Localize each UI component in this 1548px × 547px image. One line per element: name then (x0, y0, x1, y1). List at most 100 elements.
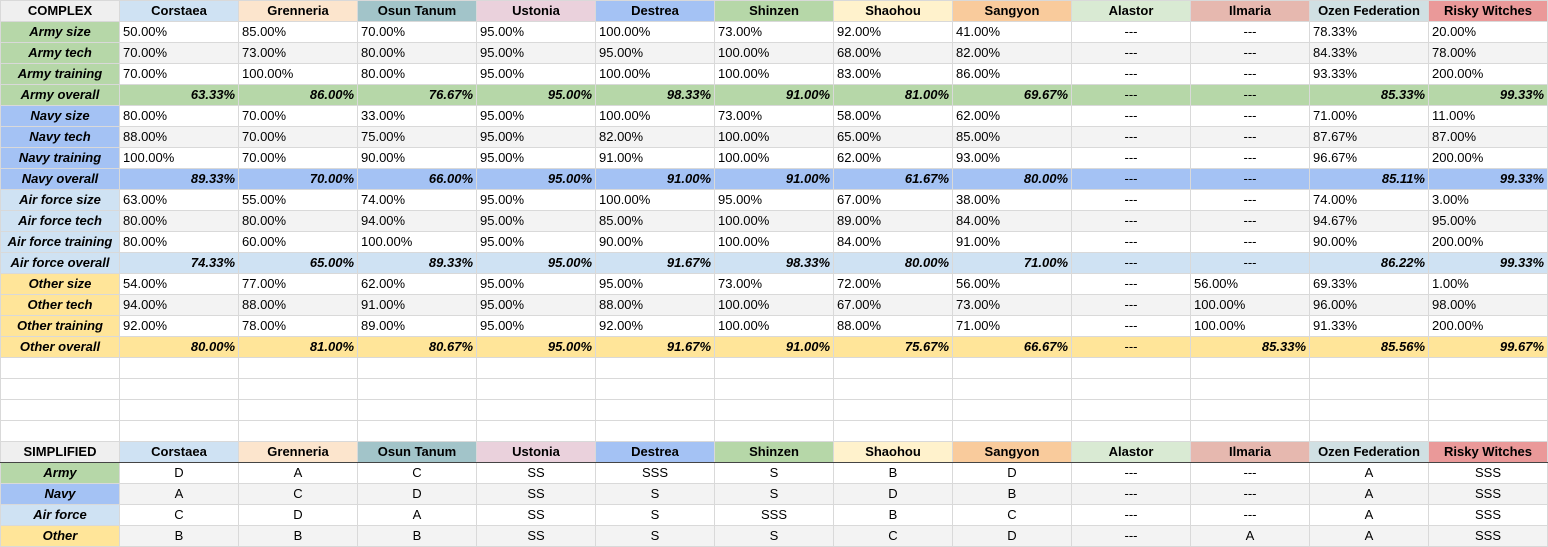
value-cell[interactable]: 84.00% (833, 231, 953, 253)
value-cell[interactable]: 1.00% (1428, 273, 1548, 295)
value-cell[interactable]: 95.00% (476, 147, 596, 169)
nation-header-0[interactable]: Corstaea (119, 441, 239, 463)
value-cell[interactable]: 73.00% (714, 273, 834, 295)
empty-cell[interactable] (1190, 399, 1310, 421)
empty-cell[interactable] (595, 378, 715, 400)
value-cell[interactable]: 3.00% (1428, 189, 1548, 211)
overall-cell[interactable]: 85.33% (1309, 84, 1429, 106)
value-cell[interactable]: 70.00% (119, 42, 239, 64)
grade-cell[interactable]: B (119, 525, 239, 547)
grade-cell[interactable]: D (952, 462, 1072, 484)
nation-header-4[interactable]: Destrea (595, 0, 715, 22)
empty-cell[interactable] (0, 399, 120, 421)
value-cell[interactable]: 100.00% (714, 147, 834, 169)
value-cell[interactable]: 100.00% (714, 63, 834, 85)
grade-cell[interactable]: A (357, 504, 477, 526)
overall-cell[interactable]: 70.00% (238, 168, 358, 190)
value-cell[interactable]: 73.00% (714, 105, 834, 127)
value-cell[interactable]: 70.00% (357, 21, 477, 43)
nation-header-1[interactable]: Grenneria (238, 441, 358, 463)
overall-cell[interactable]: 76.67% (357, 84, 477, 106)
overall-cell[interactable]: 80.00% (119, 336, 239, 358)
overall-cell[interactable]: --- (1071, 336, 1191, 358)
value-cell[interactable]: 96.00% (1309, 294, 1429, 316)
overall-cell[interactable]: 81.00% (833, 84, 953, 106)
empty-cell[interactable] (238, 399, 358, 421)
empty-cell[interactable] (1190, 357, 1310, 379)
nation-header-5[interactable]: Shinzen (714, 0, 834, 22)
empty-cell[interactable] (714, 420, 834, 442)
value-cell[interactable]: 70.00% (238, 126, 358, 148)
nation-header-6[interactable]: Shaohou (833, 441, 953, 463)
value-cell[interactable]: 200.00% (1428, 315, 1548, 337)
grade-cell[interactable]: D (833, 483, 953, 505)
empty-cell[interactable] (595, 399, 715, 421)
value-cell[interactable]: --- (1071, 189, 1191, 211)
value-cell[interactable]: 200.00% (1428, 147, 1548, 169)
overall-cell[interactable]: --- (1071, 252, 1191, 274)
grade-cell[interactable]: A (1309, 462, 1429, 484)
empty-cell[interactable] (714, 357, 834, 379)
value-cell[interactable]: 95.00% (476, 210, 596, 232)
nation-header-9[interactable]: Ilmaria (1190, 0, 1310, 22)
value-cell[interactable]: 85.00% (595, 210, 715, 232)
value-cell[interactable]: 95.00% (476, 63, 596, 85)
grade-cell[interactable]: SS (476, 504, 596, 526)
grade-cell[interactable]: --- (1071, 504, 1191, 526)
value-cell[interactable]: --- (1190, 21, 1310, 43)
nation-header-3[interactable]: Ustonia (476, 441, 596, 463)
grade-cell[interactable]: D (952, 525, 1072, 547)
row-label[interactable]: Navy training (0, 147, 120, 169)
row-label[interactable]: Air force training (0, 231, 120, 253)
nation-header-7[interactable]: Sangyon (952, 441, 1072, 463)
overall-cell[interactable]: 95.00% (476, 252, 596, 274)
empty-cell[interactable] (238, 357, 358, 379)
value-cell[interactable]: 73.00% (714, 21, 834, 43)
row-label[interactable]: Navy tech (0, 126, 120, 148)
empty-cell[interactable] (357, 420, 477, 442)
row-label[interactable]: Air force tech (0, 210, 120, 232)
value-cell[interactable]: --- (1071, 126, 1191, 148)
value-cell[interactable]: 100.00% (238, 63, 358, 85)
empty-cell[interactable] (714, 378, 834, 400)
overall-cell[interactable]: 99.33% (1428, 252, 1548, 274)
value-cell[interactable]: 100.00% (1190, 294, 1310, 316)
empty-cell[interactable] (1071, 378, 1191, 400)
grade-row-label[interactable]: Navy (0, 483, 120, 505)
value-cell[interactable]: 20.00% (1428, 21, 1548, 43)
overall-label[interactable]: Other overall (0, 336, 120, 358)
empty-cell[interactable] (119, 420, 239, 442)
grade-cell[interactable]: C (833, 525, 953, 547)
grade-cell[interactable]: A (1309, 525, 1429, 547)
overall-cell[interactable]: --- (1071, 84, 1191, 106)
empty-cell[interactable] (357, 357, 477, 379)
value-cell[interactable]: 82.00% (595, 126, 715, 148)
value-cell[interactable]: 90.00% (1309, 231, 1429, 253)
grade-cell[interactable]: C (952, 504, 1072, 526)
value-cell[interactable]: --- (1071, 315, 1191, 337)
value-cell[interactable]: 95.00% (476, 315, 596, 337)
overall-cell[interactable]: 89.33% (119, 168, 239, 190)
value-cell[interactable]: 56.00% (952, 273, 1072, 295)
grade-cell[interactable]: C (357, 462, 477, 484)
grade-cell[interactable]: SSS (595, 462, 715, 484)
value-cell[interactable]: 100.00% (595, 63, 715, 85)
grade-cell[interactable]: S (714, 462, 834, 484)
value-cell[interactable]: 95.00% (714, 189, 834, 211)
value-cell[interactable]: 92.00% (119, 315, 239, 337)
empty-cell[interactable] (119, 357, 239, 379)
nation-header-8[interactable]: Alastor (1071, 441, 1191, 463)
value-cell[interactable]: 38.00% (952, 189, 1072, 211)
overall-cell[interactable]: --- (1071, 168, 1191, 190)
overall-cell[interactable]: 80.00% (952, 168, 1072, 190)
overall-cell[interactable]: 95.00% (476, 84, 596, 106)
grade-cell[interactable]: --- (1071, 483, 1191, 505)
overall-cell[interactable]: 86.00% (238, 84, 358, 106)
empty-cell[interactable] (476, 420, 596, 442)
value-cell[interactable]: 11.00% (1428, 105, 1548, 127)
overall-cell[interactable]: 91.00% (595, 168, 715, 190)
value-cell[interactable]: 83.00% (833, 63, 953, 85)
value-cell[interactable]: 95.00% (595, 42, 715, 64)
grade-row-label[interactable]: Air force (0, 504, 120, 526)
value-cell[interactable]: 94.67% (1309, 210, 1429, 232)
